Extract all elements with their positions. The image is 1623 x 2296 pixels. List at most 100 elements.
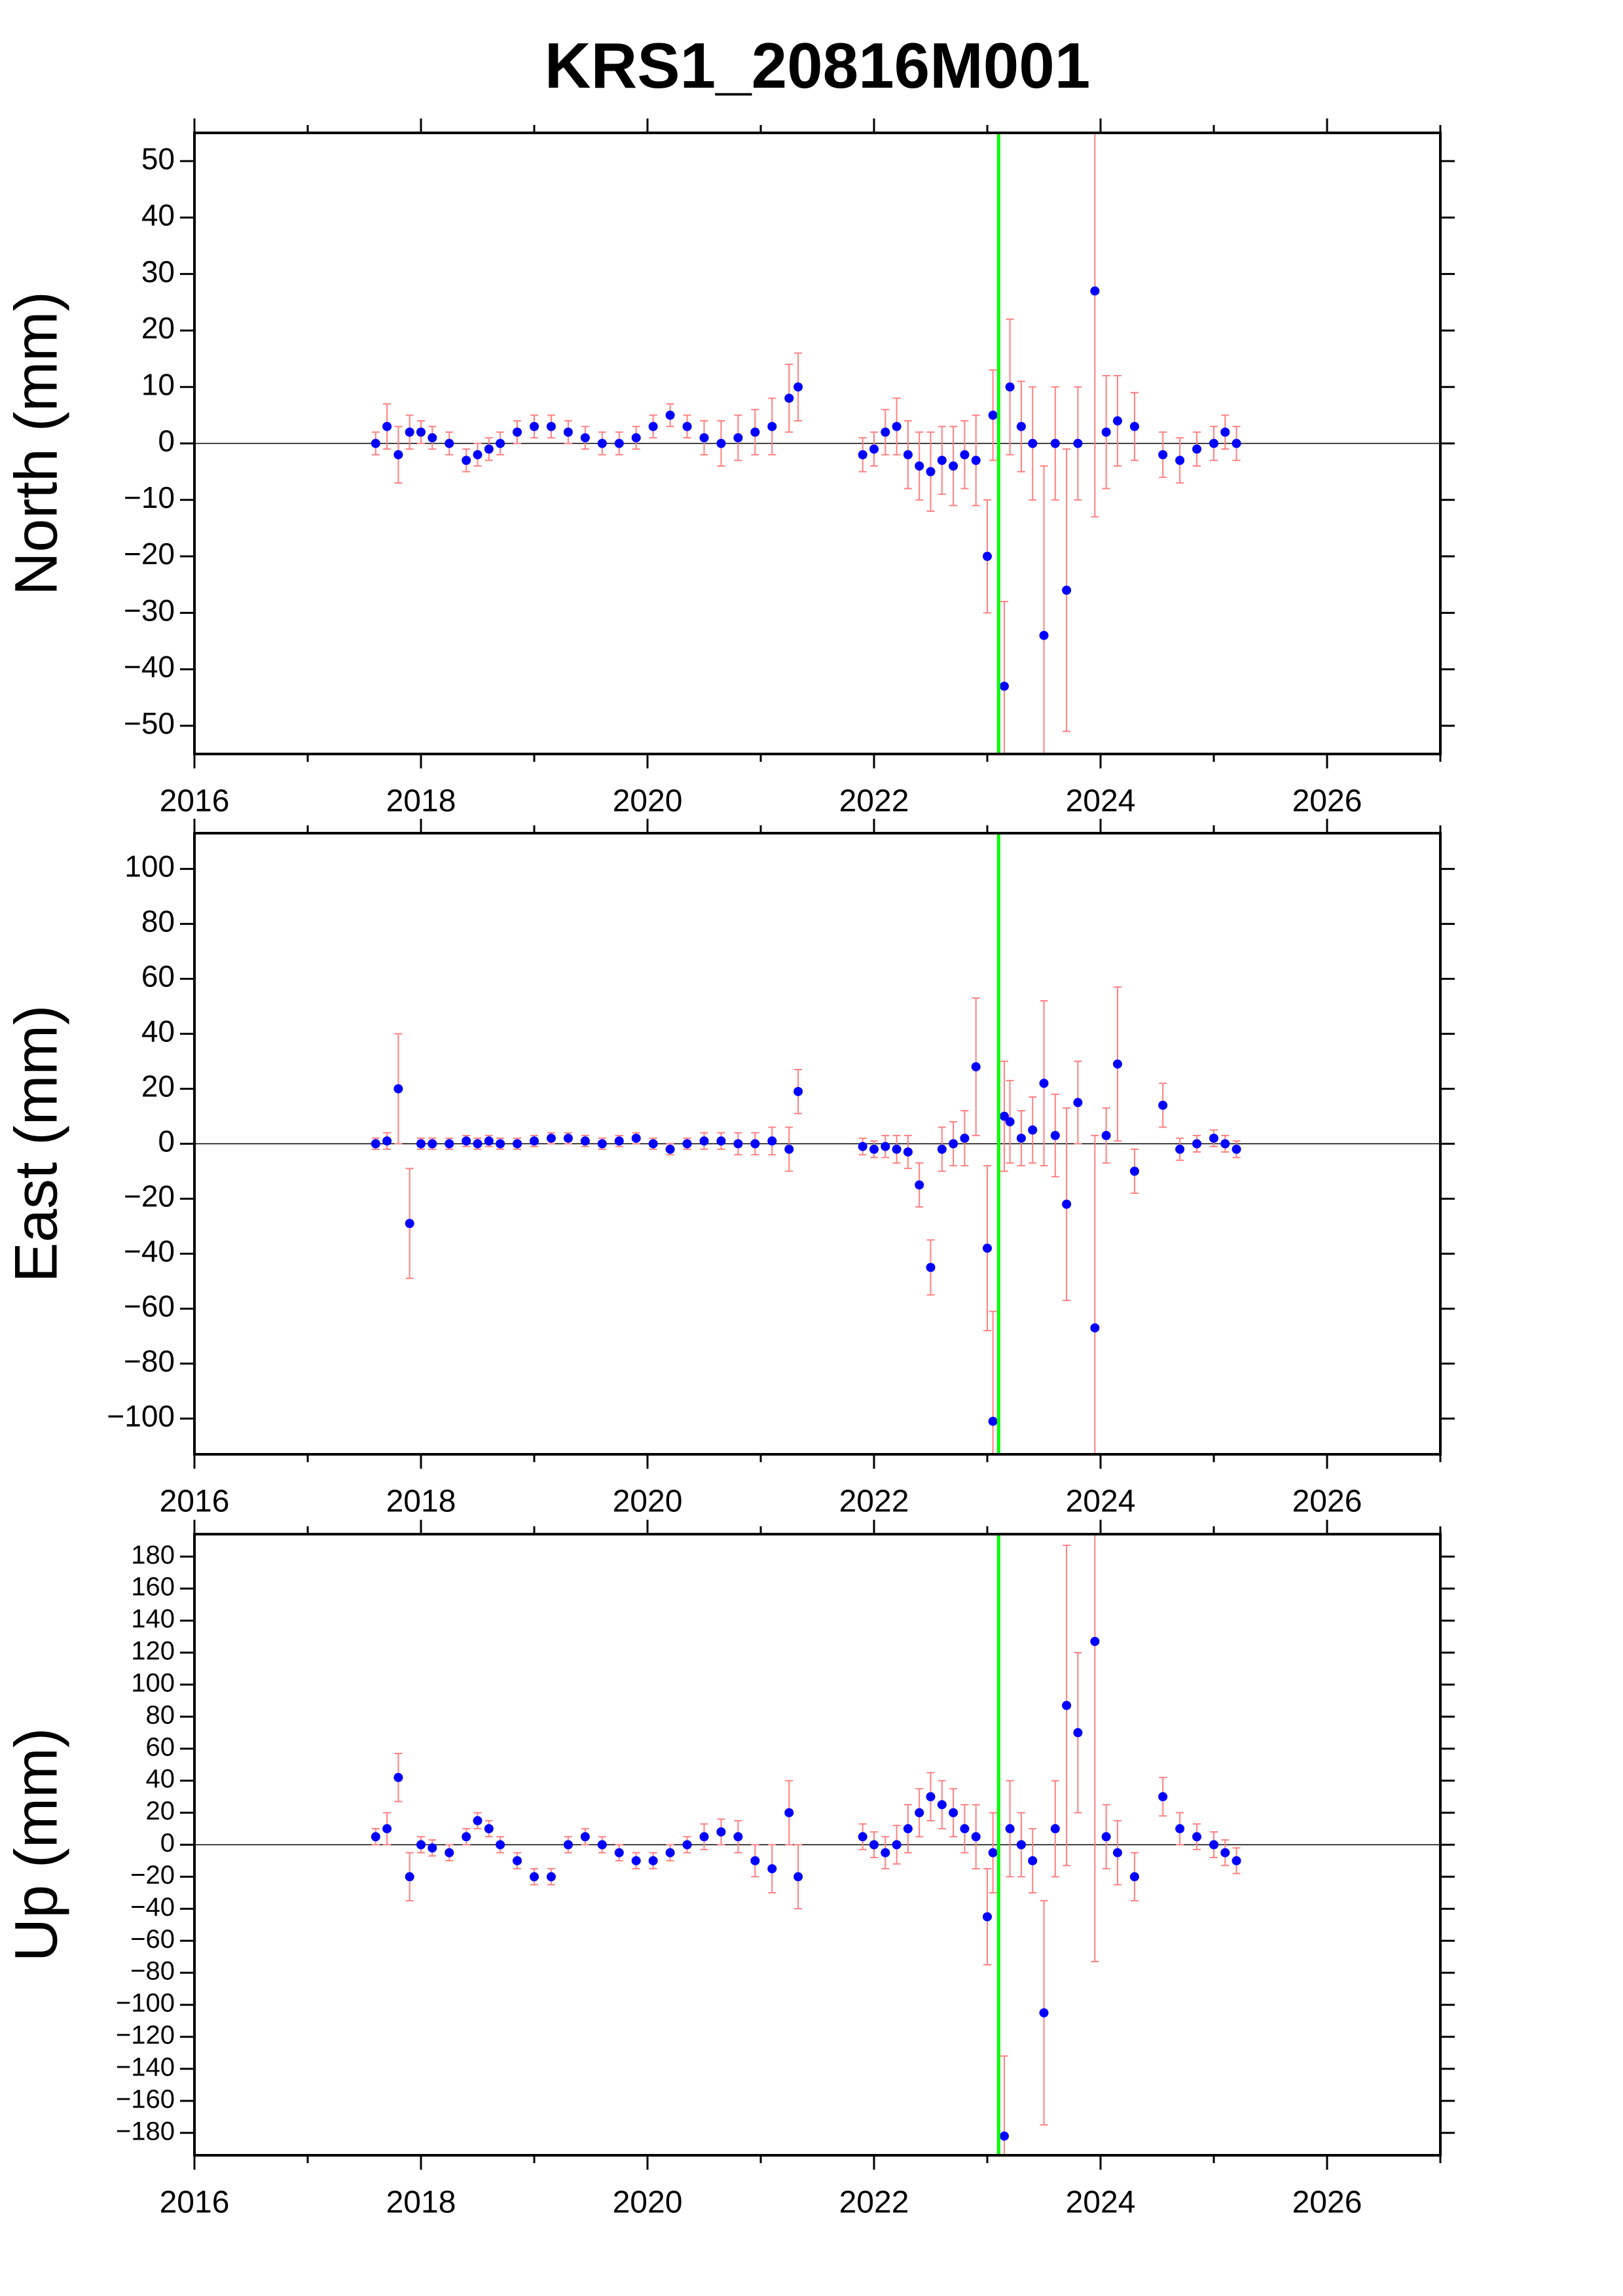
data-point (983, 1912, 992, 1922)
y-tick-label: −20 (124, 1179, 175, 1213)
data-point (484, 444, 494, 454)
data-point (1039, 630, 1049, 640)
y-tick-label: 0 (158, 1124, 175, 1158)
data-point (1028, 439, 1038, 448)
data-point (665, 410, 675, 420)
data-point (1073, 1098, 1083, 1107)
data-point (462, 1832, 471, 1842)
data-point (988, 410, 998, 420)
data-point (750, 1856, 760, 1865)
y-tick-label: 60 (146, 1732, 175, 1761)
y-tick-label: −40 (124, 1234, 175, 1268)
x-tick-label: 2020 (613, 2185, 683, 2220)
y-tick-label: 100 (131, 1668, 175, 1697)
y-tick-label: −10 (124, 480, 175, 514)
data-point (648, 1139, 658, 1149)
data-point (793, 382, 803, 392)
data-point (1220, 427, 1230, 437)
data-point (960, 450, 970, 459)
x-tick-label: 2022 (839, 1484, 909, 1519)
x-tick-label: 2022 (839, 784, 909, 819)
data-point (1129, 422, 1139, 431)
chart-title: KRS1_20816M001 (545, 29, 1091, 101)
data-point (1016, 1134, 1026, 1143)
x-tick-label: 2024 (1066, 784, 1136, 819)
data-point (631, 433, 641, 442)
data-point (716, 1827, 726, 1837)
y-tick-label: 20 (146, 1797, 175, 1825)
data-point (881, 1848, 890, 1857)
data-point (699, 433, 709, 442)
data-point (1050, 439, 1060, 448)
data-point (416, 1139, 426, 1149)
data-point (971, 1062, 981, 1071)
data-point (750, 427, 760, 437)
data-point (733, 433, 743, 442)
data-point (648, 1856, 658, 1865)
data-point (473, 1816, 483, 1825)
panel: KRS1_20816M001 North (mm) −50 −40 −30 −20 −10 0… (3, 29, 1455, 819)
data-point (393, 1772, 403, 1782)
data-point (960, 1134, 970, 1143)
data-point (1129, 1166, 1139, 1176)
panel: Up (mm) −180 −160 −140 −120 −100 −80 −60 −40 −20 0… (3, 1520, 1455, 2220)
data-point (473, 1139, 483, 1149)
data-point (1209, 1840, 1218, 1850)
data-point (1062, 585, 1072, 595)
data-point (1028, 1125, 1038, 1135)
data-point (999, 681, 1009, 691)
data-point (949, 1808, 958, 1818)
data-point (1112, 1059, 1122, 1069)
plot-area (194, 1534, 1440, 2155)
panel: East (mm) −100 −80 −60 −40 −20 0 20 40 60 80 100 201… (3, 819, 1455, 1519)
data-point (1073, 439, 1083, 448)
data-point (682, 1840, 692, 1850)
data-point (513, 427, 522, 437)
data-point (1192, 1139, 1202, 1149)
data-point (869, 1144, 879, 1154)
data-point (793, 1872, 803, 1882)
data-point (1209, 1134, 1218, 1143)
data-point (903, 1147, 913, 1157)
data-point (1129, 1872, 1139, 1882)
data-point (733, 1832, 743, 1842)
data-point (1039, 1079, 1049, 1088)
data-point (983, 552, 992, 562)
data-point (416, 427, 426, 437)
data-point (382, 1824, 392, 1834)
y-tick-label: 80 (146, 1700, 175, 1729)
data-point (597, 1139, 607, 1149)
y-tick-label: −40 (124, 650, 175, 684)
y-axis-label: Up (mm) (3, 1728, 69, 1962)
data-point (926, 1792, 936, 1802)
data-point (428, 1139, 437, 1149)
data-point (631, 1134, 641, 1143)
data-point (784, 1144, 794, 1154)
data-point (1090, 1636, 1100, 1646)
data-point (1158, 450, 1168, 459)
data-point (949, 461, 958, 471)
data-point (393, 1084, 403, 1094)
x-tick-label: 2018 (386, 2185, 456, 2220)
data-point (1192, 1832, 1202, 1842)
data-point (937, 1800, 947, 1810)
y-tick-label: 10 (141, 367, 175, 401)
data-point (869, 1840, 879, 1850)
data-point (926, 1263, 936, 1272)
data-point (1112, 416, 1122, 425)
y-tick-label: −20 (124, 537, 175, 571)
data-point (1073, 1728, 1083, 1738)
data-point (1101, 427, 1111, 437)
data-point (999, 1111, 1009, 1121)
y-tick-label: 20 (141, 311, 175, 345)
data-point (1028, 1856, 1038, 1865)
data-point (546, 1872, 556, 1882)
x-tick-label: 2022 (839, 2185, 909, 2220)
y-tick-label: 40 (141, 1014, 175, 1049)
plot-frame (193, 832, 1442, 1456)
y-tick-label: 0 (160, 1829, 175, 1857)
y-tick-label: −160 (116, 2085, 175, 2113)
y-tick-label: −100 (107, 1399, 175, 1433)
x-tick-label: 2016 (160, 1484, 230, 1519)
data-point (1209, 439, 1218, 448)
